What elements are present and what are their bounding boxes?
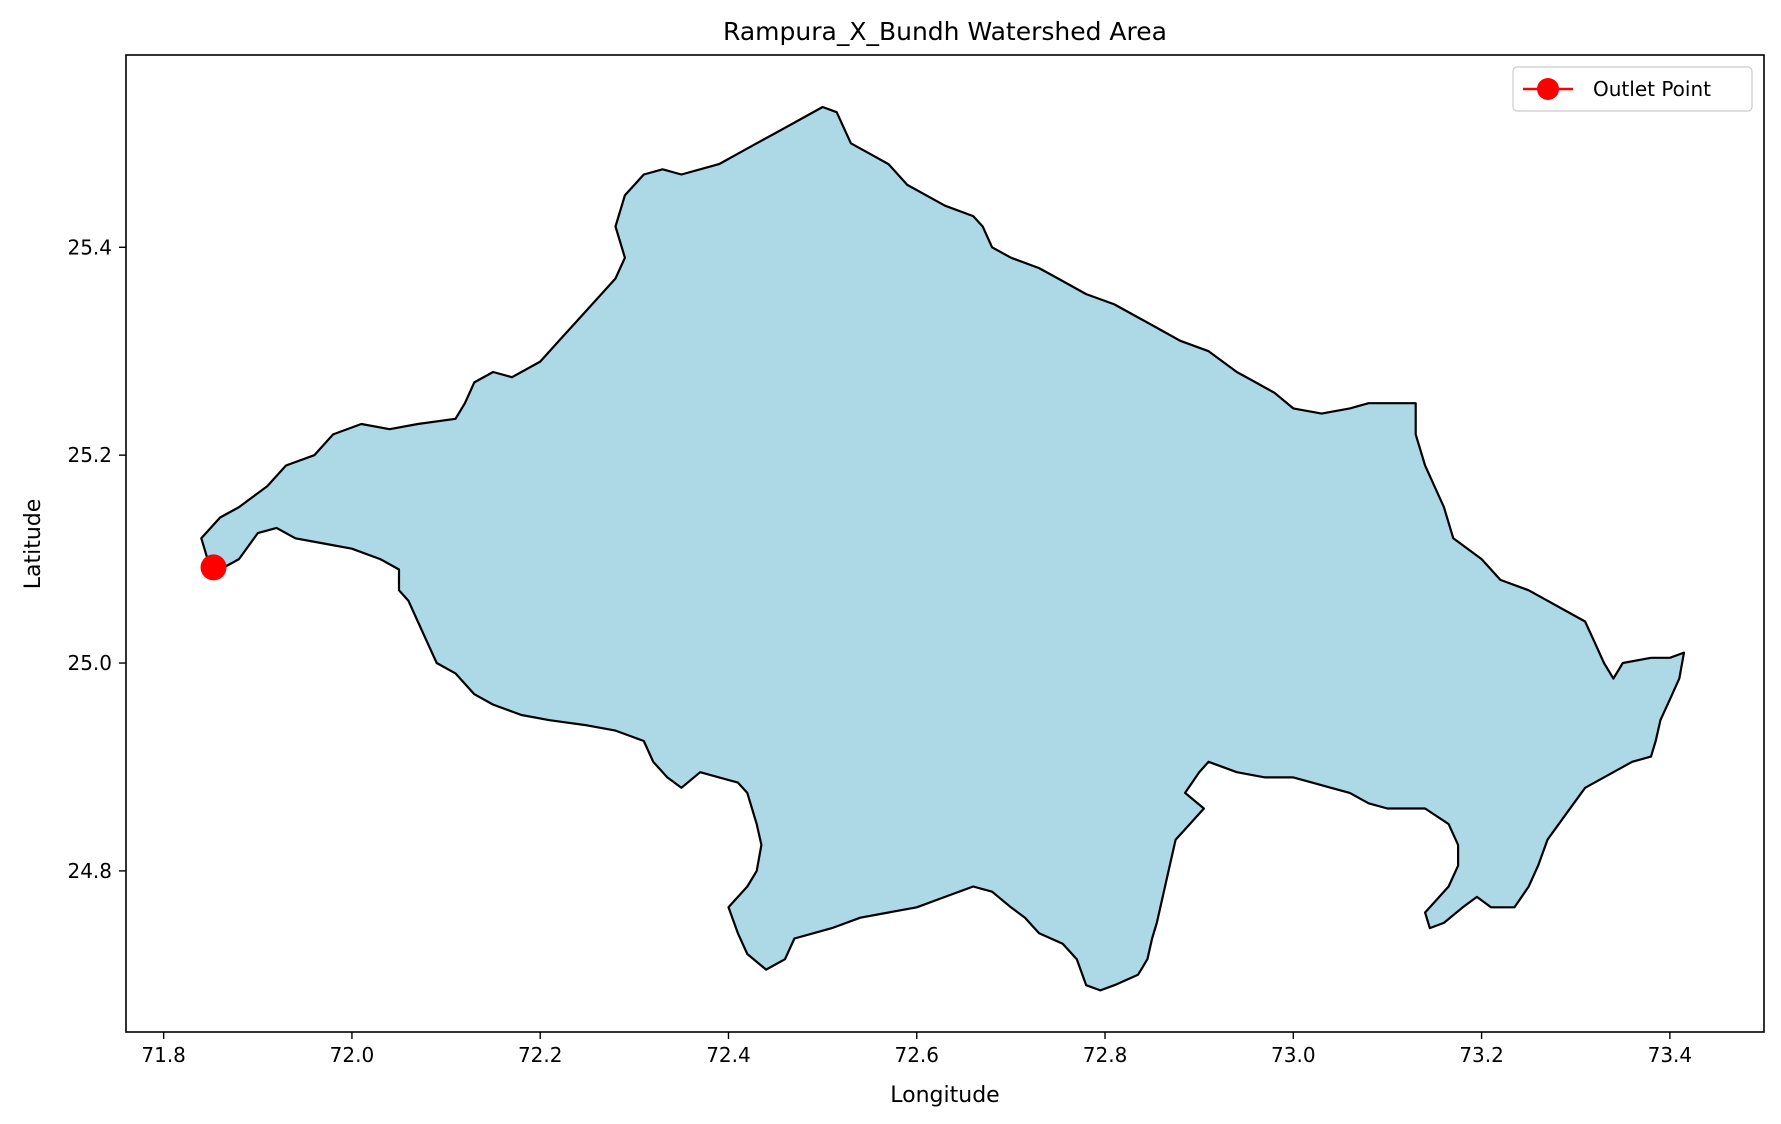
x-tick-label: 73.4 <box>1648 1043 1693 1067</box>
y-tick-label: 25.0 <box>67 651 112 675</box>
legend-box <box>1512 66 1753 112</box>
legend: Outlet Point <box>1512 66 1753 112</box>
watershed-polygon <box>200 105 1686 992</box>
x-tick-label: 73.2 <box>1459 1043 1504 1067</box>
plot-area <box>200 105 1686 992</box>
x-tick-label: 72.2 <box>518 1043 563 1067</box>
x-tick-label: 72.0 <box>330 1043 375 1067</box>
legend-point-marker <box>1537 78 1559 100</box>
y-axis-label: Latitude <box>21 499 46 590</box>
legend-label-outlet-point: Outlet Point <box>1593 77 1711 101</box>
y-tick-label: 25.4 <box>67 235 112 259</box>
chart-title: Rampura_X_Bundh Watershed Area <box>723 17 1167 46</box>
y-tick-label: 24.8 <box>67 859 112 883</box>
plot-frame <box>125 54 1765 1033</box>
x-tick-label: 72.4 <box>706 1043 751 1067</box>
x-axis-label: Longitude <box>890 1083 999 1108</box>
x-tick-label: 73.0 <box>1271 1043 1316 1067</box>
x-tick-label: 72.8 <box>1083 1043 1128 1067</box>
x-tick-label: 71.8 <box>141 1043 186 1067</box>
axis-ticks: 71.8 72.0 72.2 72.4 72.6 72.8 73.0 73.2 73.4 24.8… <box>67 235 1692 1067</box>
outlet-point-marker <box>200 554 227 581</box>
x-tick-label: 72.6 <box>894 1043 939 1067</box>
y-tick-label: 25.2 <box>67 443 112 467</box>
